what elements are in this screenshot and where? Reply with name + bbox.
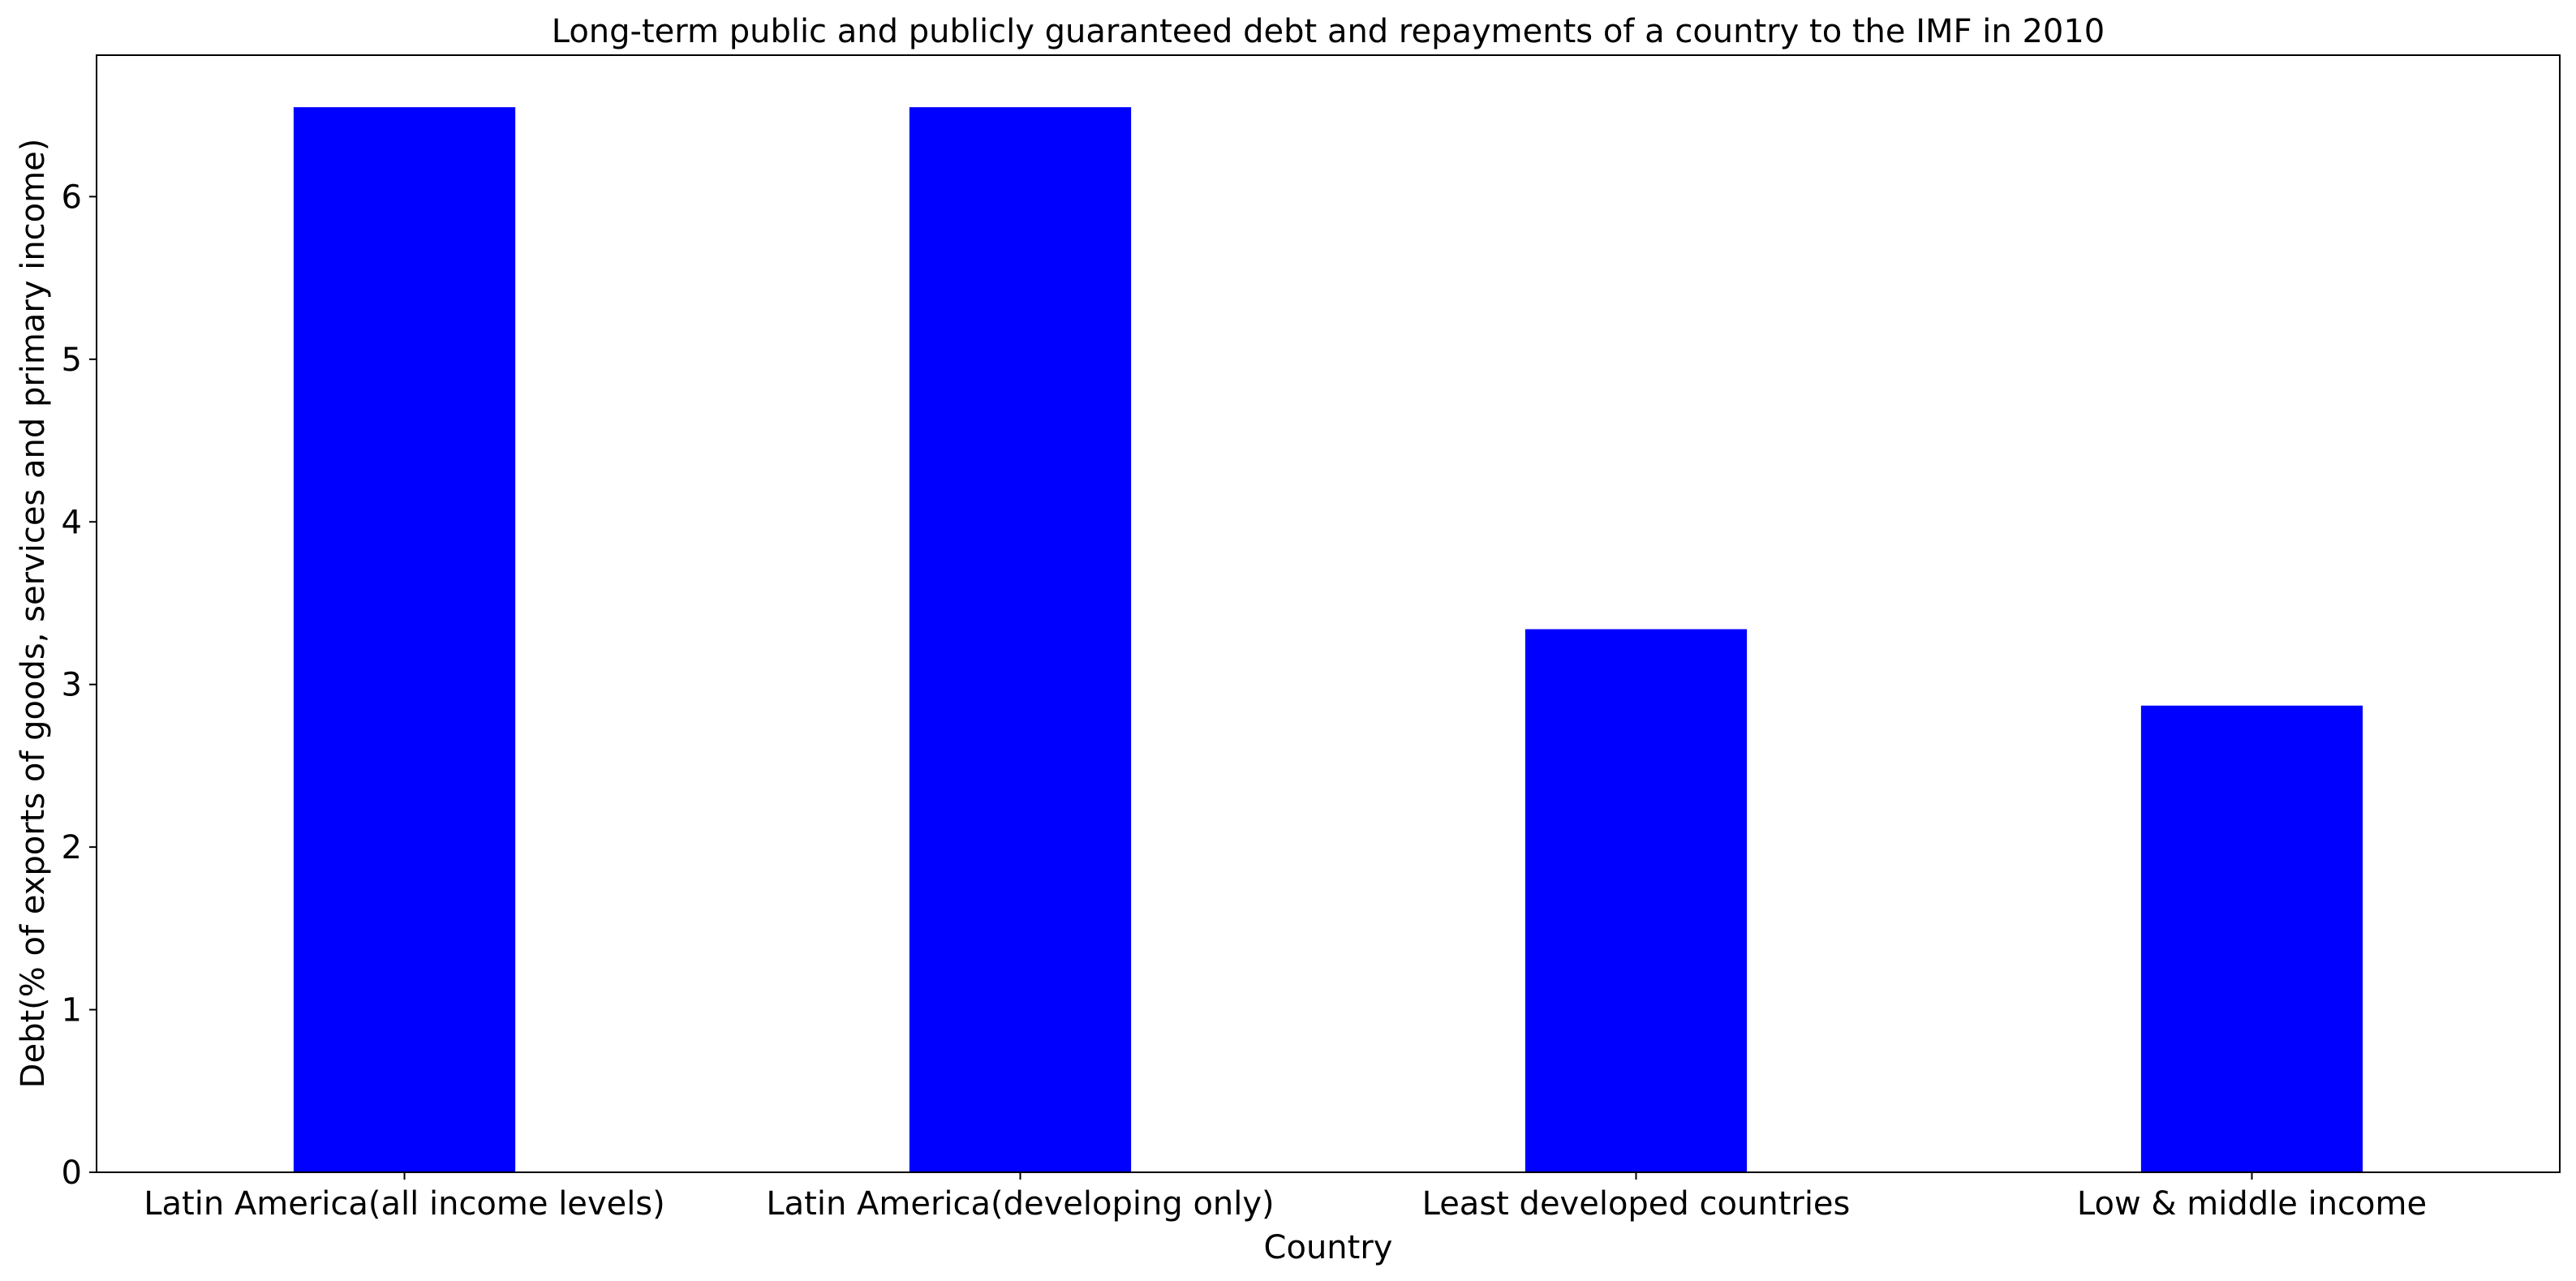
y-tick-label-4: 4 — [62, 504, 82, 541]
plot-area-frame — [96, 54, 2561, 1173]
bars-group — [293, 107, 2363, 1172]
y-tick-label-1: 1 — [62, 992, 82, 1030]
y-tick-label-6: 6 — [62, 178, 82, 216]
y-axis-label: Debt(% of exports of goods, services and… — [15, 139, 52, 1089]
x-tick-label-1: Latin America(developing only) — [766, 1185, 1274, 1223]
y-tick-label-2: 2 — [62, 829, 82, 866]
bar-0 — [293, 107, 516, 1172]
bar-2 — [1525, 629, 1748, 1172]
bar-1 — [909, 107, 1132, 1172]
y-tick-label-3: 3 — [62, 667, 82, 704]
x-tick-label-3: Low & middle income — [2077, 1185, 2427, 1223]
y-tick-label-5: 5 — [62, 342, 82, 379]
x-tick-label-0: Latin America(all income levels) — [144, 1185, 665, 1223]
chart-title: Long-term public and publicly guaranteed… — [552, 13, 2105, 50]
bar-3 — [2140, 705, 2363, 1172]
x-tick-label-2: Least developed countries — [1422, 1185, 1851, 1223]
x-axis-label: Country — [1264, 1229, 1393, 1266]
y-axis-ticks: 0 1 2 3 4 5 6 — [62, 178, 97, 1192]
x-axis-ticks: Latin America(all income levels) Latin Am… — [144, 1172, 2427, 1223]
y-tick-label-0: 0 — [62, 1154, 82, 1192]
